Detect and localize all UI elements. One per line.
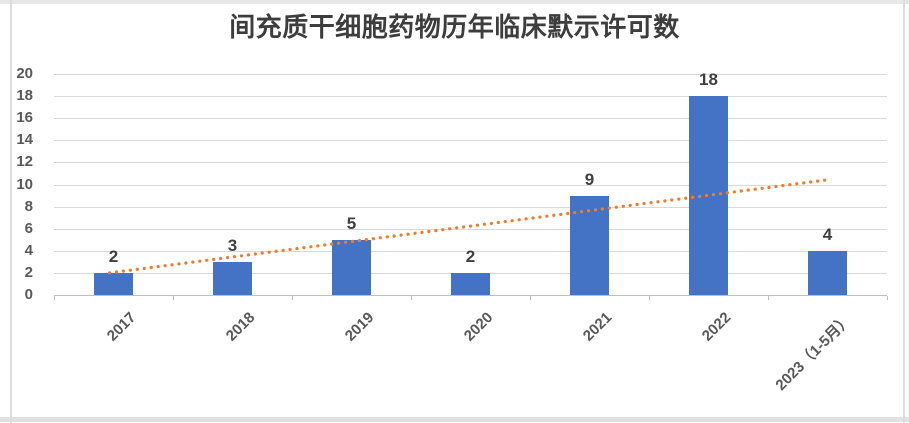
bar-2019	[332, 239, 371, 295]
x-axis-label: 2022	[698, 309, 735, 345]
bar-2017	[94, 272, 133, 295]
page-border-bottom	[0, 417, 909, 422]
x-axis-tick	[411, 296, 412, 300]
gridline	[54, 162, 887, 164]
x-axis-label: 2023（1-5月）	[772, 311, 856, 394]
x-axis-label: 2017	[103, 309, 140, 345]
x-axis-tick	[649, 296, 650, 300]
data-label: 2	[108, 246, 119, 266]
data-label: 3	[227, 235, 238, 255]
x-axis-label: 2020	[460, 309, 497, 345]
x-axis-tick	[292, 296, 293, 300]
data-label: 9	[584, 169, 595, 189]
bar-2021	[570, 195, 609, 295]
y-axis-tick-label: 4	[24, 241, 33, 259]
x-axis-label: 2018	[222, 309, 259, 345]
y-axis-tick-label: 18	[16, 87, 33, 105]
page-border-left	[10, 0, 12, 423]
bar-2023（1-5月）	[808, 250, 847, 295]
x-axis-tick	[530, 296, 531, 300]
data-label: 5	[346, 213, 357, 233]
x-axis-line	[54, 295, 887, 296]
y-axis-tick-label: 10	[16, 175, 33, 193]
y-axis-tick-label: 20	[16, 65, 33, 82]
y-axis-tick-label: 8	[24, 197, 33, 215]
x-axis-tick	[887, 296, 888, 300]
gridline	[54, 184, 887, 186]
x-axis-tick	[768, 296, 769, 300]
page-border-top	[0, 0, 909, 4]
y-axis-tick-label: 14	[16, 131, 33, 149]
page-border-right	[903, 0, 905, 423]
bar-2022	[689, 96, 728, 295]
data-label: 4	[822, 224, 833, 244]
gridline	[54, 74, 887, 75]
data-label: 2	[465, 246, 476, 266]
x-axis-label: 2021	[579, 309, 616, 345]
y-axis-tick-label: 0	[24, 286, 33, 303]
gridline	[54, 96, 887, 98]
data-label: 18	[699, 70, 718, 90]
chart-title: 间充质干细胞药物历年临床默示许可数	[229, 13, 680, 43]
x-axis-label: 2019	[341, 309, 378, 345]
gridline	[54, 118, 887, 120]
x-axis-tick	[173, 296, 174, 300]
x-axis-tick	[54, 296, 55, 300]
gridline	[54, 228, 887, 230]
gridline	[54, 140, 887, 142]
bar-2018	[213, 261, 252, 295]
bar-2020	[451, 272, 490, 295]
y-axis-tick-label: 6	[24, 219, 33, 237]
y-axis-tick-label: 12	[16, 153, 33, 171]
y-axis-tick-label: 16	[16, 109, 33, 127]
y-axis-tick-label: 2	[24, 263, 33, 281]
gridline	[54, 206, 887, 208]
